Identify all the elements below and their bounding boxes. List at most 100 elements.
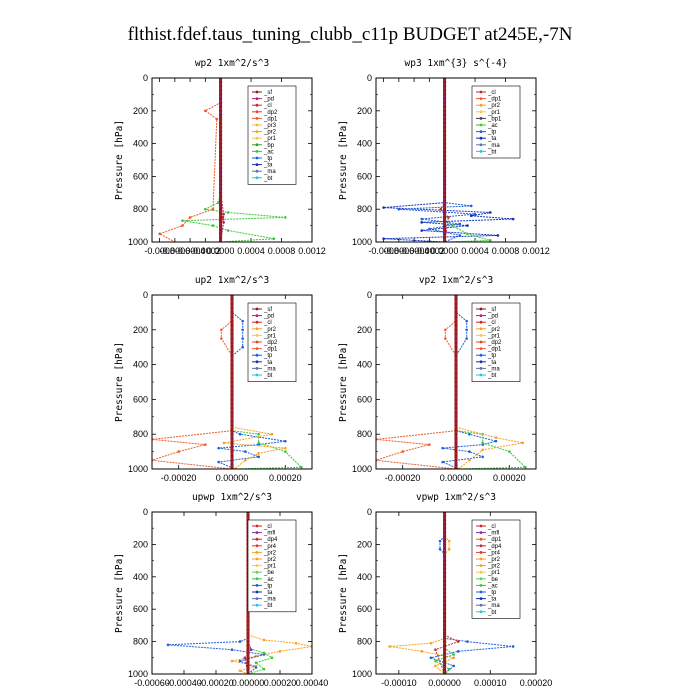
y-axis-label: Pressure [hPa] [114,553,125,633]
data-point [244,459,247,462]
data-point [216,201,220,204]
legend-marker [479,590,483,594]
data-point [158,232,161,236]
zero-trace-point [442,644,447,648]
legend-label: _tp [263,583,273,589]
zero-trace-point [454,371,458,375]
legend-label: _bt [263,176,273,182]
data-point [468,459,471,462]
zero-trace-point [442,199,447,203]
zero-trace-point [454,458,458,462]
zero-trace-point [230,432,234,436]
zero-trace-point [442,96,447,101]
data-point [466,640,469,643]
x-tick-label: 0.00000 [428,678,461,688]
legend-label: _sf [487,307,496,313]
zero-trace-point [442,158,447,162]
series-group [388,512,515,674]
legend: _cl_mfl_dp1_dp4_pr4_pr2_pr2_pr1_be_ac_tp… [471,519,521,619]
zero-trace-point [246,631,250,636]
data-point [434,664,437,668]
data-point [458,222,462,226]
zero-trace-point [454,367,458,371]
zero-trace-point [442,183,447,187]
plot-frame [375,294,537,470]
zero-trace-point [230,363,234,367]
legend-marker [479,97,483,100]
zero-trace-point [230,358,234,362]
legend-marker [479,577,483,581]
legend-label: _tp [487,353,497,359]
zero-trace-point [454,336,458,341]
data-point [284,439,287,443]
zero-trace-point [454,389,458,393]
x-tick-label: -0.00020 [161,473,197,483]
data-point [468,450,471,453]
data-point [204,443,207,446]
data-point [278,650,282,653]
legend-marker [479,537,483,541]
zero-trace-point [442,640,447,644]
y-tick-label: 200 [133,325,148,335]
legend-marker [479,367,483,370]
zero-trace-point [442,567,447,571]
chart-panel-1: wp2 1xm^2/s^3 Pressure [hPa] 0 200 400 600 800… [114,58,326,256]
y-tick-label: 1000 [352,669,372,679]
legend-label: _be [263,570,275,576]
legend-label: _pr1 [487,110,501,116]
legend-marker [255,314,259,317]
legend-label: _dp2 [263,110,278,116]
zero-trace-point [218,158,223,162]
legend-box [471,519,521,619]
zero-trace-point [454,445,458,449]
y-axis-label: Pressure [hPa] [338,553,349,633]
zero-trace-point [454,436,458,441]
legend-label: _ac [487,583,498,589]
legend-label: _pr1 [487,333,501,339]
zero-trace-point [442,530,447,534]
zero-trace-point [246,668,250,672]
zero-trace-point [218,80,223,84]
zero-trace-point [442,534,447,538]
y-axis-label: Pressure [hPa] [114,342,125,422]
zero-trace-point [230,402,234,406]
data-point [450,224,454,227]
zero-trace-point [442,211,447,215]
zero-trace-point [230,415,234,419]
legend-label: _ta [263,590,273,596]
data-point [401,450,404,453]
legend-label: _tp [263,156,273,162]
legend: _sf_pd_cl_pr2_pr1_dp2_dp1_tp_ta_ma_bt [247,302,297,382]
series-group [382,78,515,242]
legend-box [247,85,297,185]
data-point [257,432,260,436]
y-tick-label: 400 [133,139,148,149]
zero-trace-point [218,170,223,174]
series-line-pr2 [223,295,286,469]
y-tick-label: 200 [357,106,372,116]
legend-marker [479,531,483,534]
data-point [494,436,498,439]
zero-trace-point [442,215,447,219]
x-tick-label: -0.00060 [134,678,170,688]
legend-label: _pr4 [263,544,277,550]
legend-marker [479,130,483,134]
data-point [181,219,184,222]
series-line-tp [216,295,286,469]
data-point [397,207,401,211]
legend-marker [255,117,259,120]
legend-marker [479,551,483,554]
x-tick-label: -0.0002 [414,246,445,256]
legend-marker [255,347,259,350]
zero-trace-point [230,423,234,428]
legend-label: _dp1 [487,347,502,353]
data-point [447,216,450,219]
zero-trace-point [246,619,250,623]
zero-trace-point [454,402,458,406]
data-point [188,216,192,219]
zero-trace-point [442,648,447,652]
x-tick-label: 0.00000 [216,473,249,483]
legend-label: _bp [263,143,275,149]
legend-marker [479,150,483,153]
